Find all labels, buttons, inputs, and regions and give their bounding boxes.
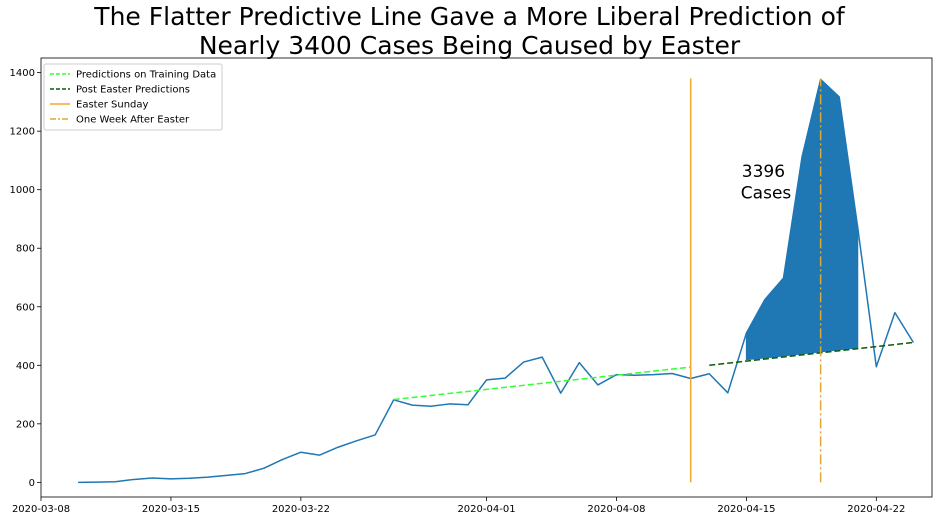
- y-tick-label: 400: [16, 361, 35, 372]
- excess-cases-fill: [745, 78, 859, 361]
- y-tick-label: 800: [16, 244, 35, 255]
- legend-label: Predictions on Training Data: [76, 70, 216, 81]
- annotations: 3396 Cases: [741, 162, 792, 203]
- cases-annotation: 3396 Cases: [741, 162, 792, 203]
- y-tick-label: 1200: [10, 127, 35, 138]
- legend-label: One Week After Easter: [76, 115, 190, 126]
- x-tick-label: 2020-04-22: [847, 504, 905, 515]
- excess-cases-area: [745, 78, 859, 361]
- y-tick-label: 200: [16, 419, 35, 430]
- reference-lines: [689, 78, 822, 483]
- x-tick-label: 2020-03-22: [272, 504, 330, 515]
- y-tick-label: 1400: [10, 68, 35, 79]
- y-tick-label: 600: [16, 302, 35, 313]
- y-tick-label: 0: [29, 478, 35, 489]
- y-axis: 0 200 400 600 800 1000 1200 1400: [10, 68, 41, 489]
- series-line-prediction-1: [393, 366, 691, 401]
- x-tick-label: 2020-04-08: [587, 504, 645, 515]
- series-lines: [78, 78, 915, 484]
- legend-label: Easter Sunday: [76, 100, 149, 111]
- legend: Predictions on Training Data Post Easter …: [43, 63, 223, 131]
- x-tick-label: 2020-04-15: [717, 504, 775, 515]
- x-axis: 2020-03-08 2020-03-15 2020-03-22 2020-04-01…: [12, 497, 905, 515]
- chart-title: The Flatter Predictive Line Gave a More …: [94, 2, 845, 60]
- series-line-actual: [78, 78, 915, 484]
- series-line-prediction-2: [709, 341, 914, 367]
- y-tick-label: 1000: [10, 185, 35, 196]
- x-tick-label: 2020-04-01: [457, 504, 515, 515]
- legend-box: [43, 63, 223, 131]
- legend-label: Post Easter Predictions: [76, 85, 190, 96]
- x-tick-label: 2020-03-15: [142, 504, 200, 515]
- x-tick-label: 2020-03-08: [12, 504, 70, 515]
